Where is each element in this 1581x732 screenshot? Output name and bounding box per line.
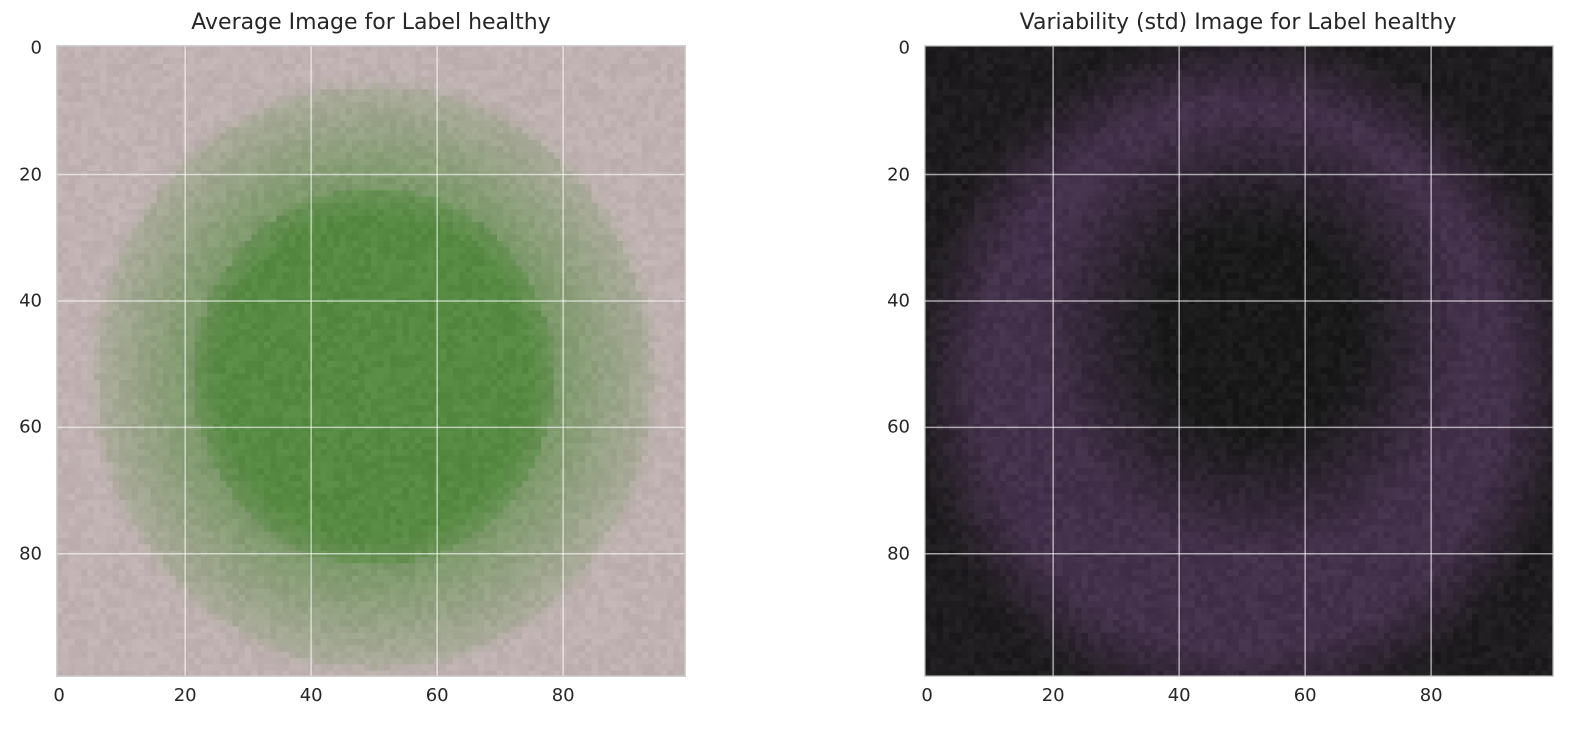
y-tick-label: 60 — [19, 417, 42, 438]
x-tick-label: 80 — [1420, 685, 1443, 706]
image-pixels — [56, 45, 686, 677]
average-image-panel: Average Image for Label healthy 0 20 40 60 8… — [0, 0, 780, 732]
x-tick-label: 20 — [174, 685, 197, 706]
x-tick-label: 20 — [1042, 685, 1065, 706]
plot-frame — [924, 45, 1554, 677]
plot-area — [924, 45, 1554, 677]
y-tick-label: 0 — [899, 38, 910, 59]
y-tick-label: 80 — [887, 543, 910, 564]
chart-title: Variability (std) Image for Label health… — [1020, 10, 1457, 35]
x-tick-label: 0 — [53, 685, 64, 706]
y-tick-label: 40 — [19, 290, 42, 311]
y-tick-label: 60 — [887, 417, 910, 438]
y-tick-label: 80 — [19, 543, 42, 564]
y-tick-label: 20 — [887, 164, 910, 185]
y-tick-label: 40 — [887, 290, 910, 311]
x-tick-label: 60 — [1294, 685, 1317, 706]
chart-title: Average Image for Label healthy — [191, 10, 550, 35]
average-image-svg — [56, 45, 686, 677]
x-tick-label: 40 — [1168, 685, 1191, 706]
x-tick-label: 80 — [552, 685, 575, 706]
x-tick-label: 0 — [921, 685, 932, 706]
image-pixels — [924, 45, 1554, 677]
plot-area — [56, 45, 686, 677]
std-image-svg — [924, 45, 1554, 677]
plot-frame — [56, 45, 686, 677]
y-tick-label: 20 — [19, 164, 42, 185]
x-tick-label: 60 — [426, 685, 449, 706]
y-tick-label: 0 — [31, 38, 42, 59]
std-image-panel: Variability (std) Image for Label health… — [866, 0, 1581, 732]
x-tick-label: 40 — [300, 685, 323, 706]
